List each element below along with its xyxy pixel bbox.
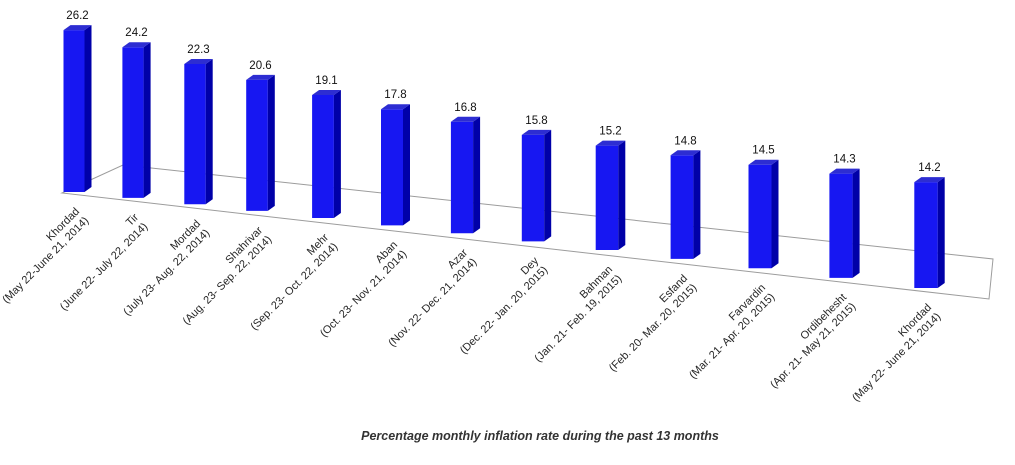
bar-top-face (184, 59, 213, 64)
bar-side-face (618, 140, 626, 250)
bar (63, 25, 92, 192)
bar-value-label: 14.2 (918, 162, 940, 174)
bar-value-label: 14.8 (674, 135, 696, 147)
bar (184, 59, 213, 205)
bar-front-face (312, 95, 334, 218)
bar-value-label: 15.8 (525, 115, 547, 127)
bar-front-face (184, 64, 206, 205)
bar-top-face (63, 25, 92, 31)
bar-value-label: 19.1 (315, 75, 337, 87)
bar-front-face (595, 145, 619, 250)
bar-top-face (381, 104, 410, 110)
bar-front-face (829, 173, 853, 278)
chart-title: Percentage monthly inflation rate during… (361, 429, 719, 443)
bar-front-face (748, 164, 772, 269)
bar-value-label: 17.8 (384, 89, 406, 101)
category-label: Khordad(May 22- June 21, 2014) (841, 302, 943, 404)
bar-front-face (670, 155, 694, 259)
bar (914, 177, 945, 288)
bar-value-label: 24.2 (125, 27, 147, 39)
bar-value-label: 16.8 (454, 102, 476, 114)
bar-top-face (246, 74, 275, 80)
bar-side-face (267, 74, 275, 211)
bar (450, 116, 481, 234)
bar-side-face (544, 129, 552, 242)
bar-side-face (937, 177, 945, 288)
bar-front-face (450, 121, 474, 234)
bar-top-face (521, 129, 552, 135)
bar (829, 168, 860, 278)
bar-top-face (595, 140, 626, 146)
bar-side-face (693, 150, 701, 259)
bar-value-label: 20.6 (249, 60, 271, 72)
bar-front-face (521, 134, 545, 242)
bar-top-face (914, 177, 945, 183)
bar-value-label: 14.5 (752, 145, 774, 157)
bar-top-face (829, 168, 860, 174)
bar-side-face (143, 42, 151, 198)
bar (122, 42, 151, 198)
bar-top-face (670, 150, 701, 156)
bar (381, 104, 410, 226)
category-label: Farvardin(Mar. 21- Apr. 20, 2015) (678, 282, 777, 381)
bar-value-label: 14.3 (833, 154, 855, 166)
bar-top-face (748, 159, 779, 165)
bar-front-face (381, 109, 403, 226)
bar-side-face (771, 159, 779, 269)
bar-side-face (403, 104, 410, 226)
bar-side-face (333, 90, 341, 218)
bar-front-face (246, 79, 268, 211)
bar-value-label: 22.3 (187, 44, 209, 56)
bar (748, 159, 779, 269)
bar (521, 129, 552, 242)
bar-value-label: 26.2 (66, 10, 88, 22)
bar-side-face (852, 168, 860, 278)
bar (312, 90, 341, 218)
bar-top-face (450, 116, 481, 122)
bar-front-face (914, 182, 938, 288)
bar-side-face (84, 25, 92, 192)
bar-value-label: 15.2 (599, 126, 621, 138)
bar-side-face (205, 59, 213, 205)
bar-top-face (312, 90, 341, 95)
bar (595, 140, 626, 250)
bar (670, 150, 701, 259)
bar (246, 74, 275, 211)
bar-front-face (63, 30, 85, 192)
bar-front-face (122, 47, 144, 198)
category-label: Ordibehesht(Apr. 21- May 21, 2015) (759, 292, 858, 391)
bar-side-face (473, 116, 481, 234)
bar-top-face (122, 42, 151, 48)
